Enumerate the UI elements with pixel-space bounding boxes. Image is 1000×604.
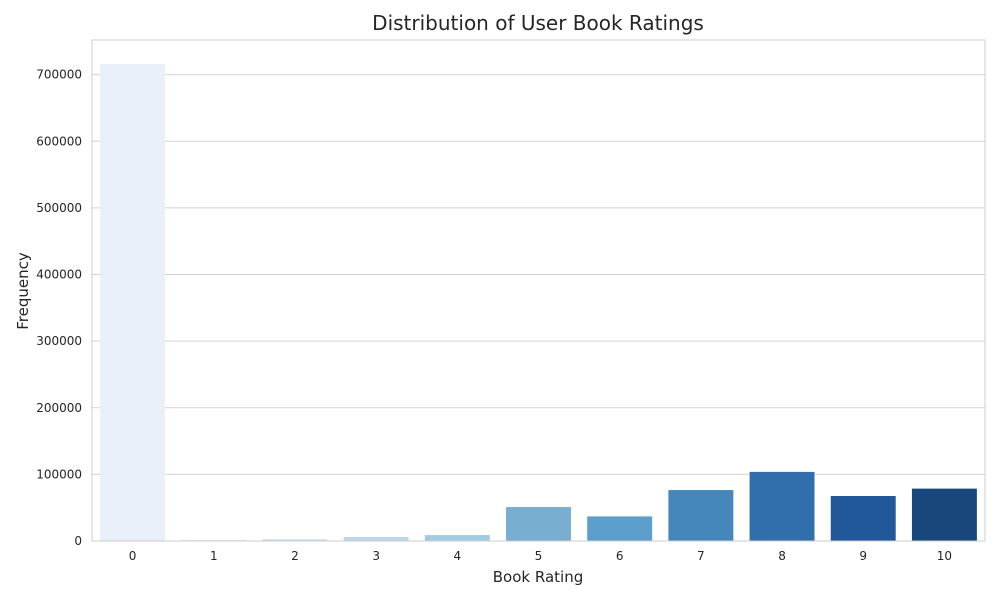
bar-rating-6 [587,516,653,541]
bar-rating-5 [506,507,571,541]
plot-frame [91,39,986,542]
y-tick-label: 100000 [36,467,82,481]
bar-rating-0 [100,63,166,541]
y-tick-label: 300000 [36,334,82,348]
bar-rating-8 [749,471,815,541]
bar-rating-10 [911,488,977,541]
x-tick-label: 1 [210,549,218,563]
bar-rating-1 [181,539,247,541]
y-tick-label: 400000 [36,268,82,282]
bars [100,63,977,541]
bar-rating-3 [343,537,409,541]
x-tick-label: 10 [937,549,952,563]
grid-lines [92,74,985,542]
x-tick-labels: 0 1 2 3 4 5 6 7 8 9 10 [129,549,952,563]
x-axis-label: Book Rating [493,568,583,586]
y-tick-label: 600000 [36,134,82,148]
bar-rating-9 [830,496,896,541]
x-tick-label: 6 [616,549,624,563]
y-axis-label: Frequency [14,252,32,330]
bar-rating-7 [668,490,734,541]
x-tick-label: 4 [453,549,461,563]
x-tick-label: 5 [535,549,543,563]
x-tick-label: 9 [859,549,867,563]
x-tick-label: 7 [697,549,705,563]
x-tick-label: 2 [291,549,299,563]
x-tick-label: 3 [372,549,380,563]
bar-rating-4 [424,535,490,541]
y-tick-label: 700000 [36,68,82,82]
y-tick-label: 500000 [36,201,82,215]
bar-rating-2 [262,539,328,541]
y-tick-label: 0 [74,534,82,548]
y-tick-label: 200000 [36,401,82,415]
chart-title: Distribution of User Book Ratings [372,11,704,35]
x-tick-label: 8 [778,549,786,563]
y-tick-labels: 0 100000 200000 300000 400000 500000 600000 700… [36,68,82,548]
x-tick-label: 0 [129,549,137,563]
